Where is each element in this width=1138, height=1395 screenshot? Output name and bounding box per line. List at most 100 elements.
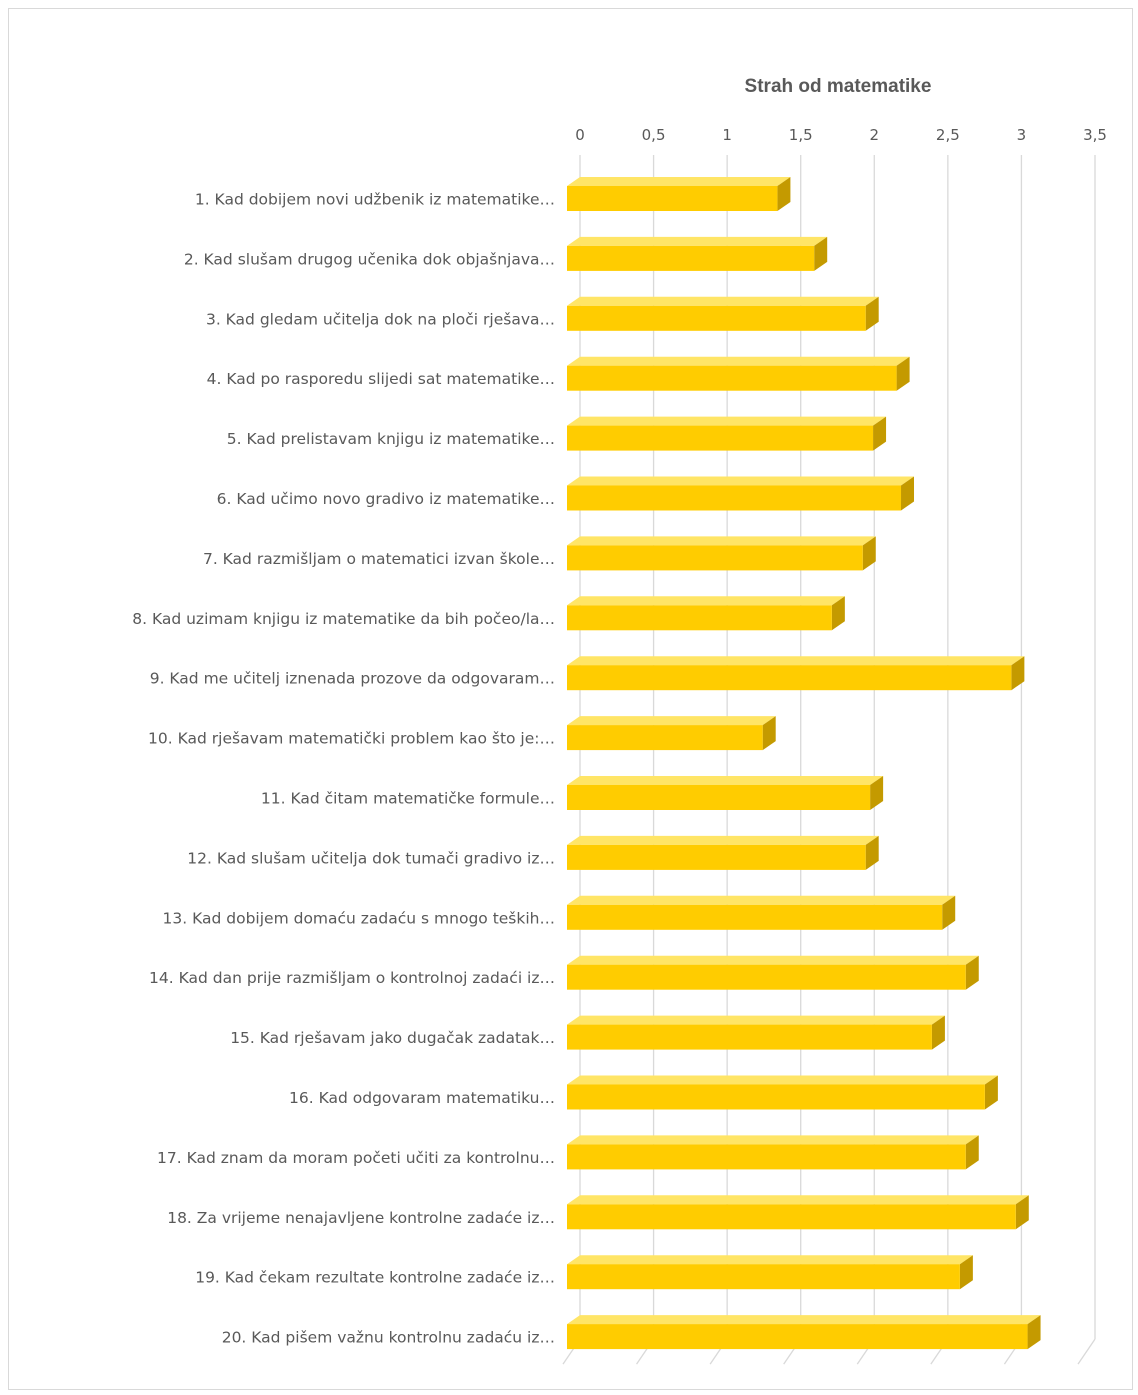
category-label: 6. Kad učimo novo gradivo iz matematike… — [217, 490, 555, 508]
category-label: 15. Kad rješavam jako dugačak zadatak… — [230, 1029, 555, 1047]
bar-front — [567, 425, 874, 451]
category-labels: 1. Kad dobijem novi udžbenik iz matemati… — [132, 191, 555, 1347]
bars — [567, 177, 1041, 1350]
bar-front — [567, 1264, 960, 1290]
bar-side — [865, 835, 879, 870]
bar — [567, 1315, 1041, 1350]
category-label: 4. Kad po rasporedu slijedi sat matemati… — [207, 370, 555, 388]
bar-top — [567, 1015, 945, 1025]
bar — [567, 776, 884, 810]
bar-front — [567, 1144, 966, 1170]
category-label: 16. Kad odgovaram matematiku… — [289, 1089, 555, 1107]
category-label: 20. Kad pišem važnu kontrolnu zadaću iz… — [222, 1329, 555, 1347]
bar-top — [567, 1075, 998, 1085]
x-axis-tick-labels: 0 0,5 1 1,5 2 2,5 3 3,5 — [575, 126, 1107, 144]
bar-side — [862, 536, 876, 571]
bar-front — [567, 1084, 985, 1110]
bar-side — [1011, 656, 1025, 691]
bar-front — [567, 785, 871, 810]
category-label: 10. Kad rješavam matematički problem kao… — [148, 730, 555, 748]
bar-side — [959, 1255, 973, 1290]
category-label: 13. Kad dobijem domaću zadaću s mnogo te… — [163, 909, 555, 927]
gridline-floor — [1077, 1338, 1096, 1365]
bar-top — [567, 296, 879, 306]
bar-front — [567, 186, 778, 211]
bar-front — [567, 245, 815, 271]
category-label: 11. Kad čitam matematičke formule… — [261, 790, 555, 808]
bar-top — [567, 236, 828, 246]
x-tick-label: 0 — [575, 126, 585, 144]
bar-top — [567, 177, 791, 186]
bar-front — [567, 485, 902, 511]
bar-top — [567, 835, 879, 845]
bar-front — [567, 964, 966, 990]
bar — [567, 835, 879, 870]
bar-side — [896, 356, 910, 391]
category-label: 12. Kad slušam učitelja dok tumači gradi… — [187, 849, 555, 867]
bar — [567, 177, 791, 211]
bar-top — [567, 776, 884, 785]
bar — [567, 416, 887, 451]
gridlines — [562, 155, 1096, 1365]
bar-front — [567, 305, 866, 331]
bar-top — [567, 895, 956, 905]
bar-side — [814, 236, 828, 271]
category-label: 8. Kad uzimam knjigu iz matematike da bi… — [132, 610, 555, 628]
bar-side — [965, 955, 979, 990]
bar — [567, 596, 845, 631]
bar-side — [901, 476, 915, 511]
category-label: 2. Kad slušam drugog učenika dok objašnj… — [184, 250, 555, 268]
bar — [567, 536, 876, 571]
bar-side — [965, 1135, 979, 1170]
category-label: 17. Kad znam da moram početi učiti za ko… — [157, 1149, 555, 1167]
category-label: 3. Kad gledam učitelja dok na ploči rješ… — [206, 310, 555, 328]
bar — [567, 356, 910, 391]
bar-top — [567, 1255, 973, 1265]
bar-top — [567, 356, 910, 366]
bar-side — [873, 416, 887, 451]
bar-front — [567, 1204, 1016, 1230]
bar-side — [1015, 1195, 1029, 1230]
bar-top — [567, 955, 979, 965]
x-tick-label: 0,5 — [642, 126, 666, 144]
bar-side — [1027, 1315, 1041, 1350]
category-label: 9. Kad me učitelj iznenada prozove da od… — [150, 670, 555, 688]
chart-title: Strah od matematike — [745, 76, 932, 97]
bar-side — [870, 776, 884, 810]
bar-top — [567, 476, 915, 486]
bar — [567, 296, 879, 331]
bar-top — [567, 716, 776, 726]
bar — [567, 1135, 979, 1170]
bar-top — [567, 656, 1025, 666]
x-tick-label: 3,5 — [1083, 126, 1107, 144]
category-label: 19. Kad čekam rezultate kontrolne zadaće… — [195, 1269, 555, 1287]
bar — [567, 1195, 1029, 1230]
bar-side — [931, 1015, 945, 1050]
category-label: 5. Kad prelistavam knjigu iz matematike… — [227, 430, 555, 448]
bar-front — [567, 1024, 932, 1050]
bar — [567, 895, 956, 930]
bar-side — [831, 596, 845, 631]
bar-front — [567, 605, 832, 631]
x-tick-label: 2,5 — [936, 126, 960, 144]
bar-front — [567, 904, 943, 930]
bar-front — [567, 725, 763, 751]
bar-front — [567, 545, 863, 571]
bar-top — [567, 536, 876, 546]
bar-top — [567, 596, 845, 606]
x-tick-label: 1 — [722, 126, 732, 144]
bar — [567, 236, 828, 271]
x-tick-label: 3 — [1017, 126, 1027, 144]
bar — [567, 1015, 945, 1050]
bar-front — [567, 844, 866, 870]
bar — [567, 1255, 973, 1290]
bar — [567, 656, 1025, 691]
bar-top — [567, 1195, 1029, 1205]
bar-front — [567, 665, 1012, 691]
x-tick-label: 1,5 — [789, 126, 813, 144]
category-label: 14. Kad dan prije razmišljam o kontrolno… — [149, 969, 555, 987]
x-tick-label: 2 — [870, 126, 880, 144]
bar-side — [777, 177, 791, 211]
bar-side — [984, 1075, 998, 1110]
